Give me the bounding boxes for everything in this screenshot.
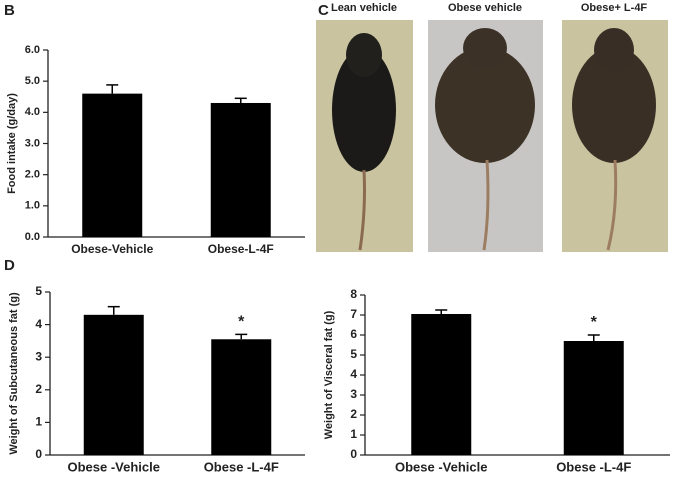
significance-marker: * xyxy=(238,314,245,331)
y-tick-label: 0 xyxy=(350,447,357,461)
bar xyxy=(563,341,624,455)
y-tick-label: 2 xyxy=(350,407,357,421)
x-tick-label: Obese -Vehicle xyxy=(68,459,161,474)
y-tick-label: 7 xyxy=(350,307,357,321)
y-axis-title: Weight of Visceral fat (g) xyxy=(323,310,335,439)
photo-label: Lean vehicle xyxy=(331,2,397,14)
x-tick-label: Obese -Vehicle xyxy=(395,459,488,474)
bar xyxy=(82,93,143,237)
y-tick-label: 5.0 xyxy=(25,75,40,87)
bar xyxy=(411,314,472,455)
significance-marker: * xyxy=(591,314,598,331)
y-tick-label: 1 xyxy=(35,415,42,429)
y-tick-label: 3 xyxy=(350,387,357,401)
photo-label: Obese vehicle xyxy=(448,2,522,14)
y-tick-label: 4 xyxy=(35,317,42,331)
y-tick-label: 0 xyxy=(35,447,42,461)
panel-label: B xyxy=(4,2,15,19)
photo-label: Obese+ L-4F xyxy=(581,2,648,14)
x-tick-label: Obese-L-4F xyxy=(208,242,274,256)
panel-label: D xyxy=(4,257,15,274)
y-tick-label: 4 xyxy=(350,367,357,381)
photo xyxy=(562,20,668,252)
bar xyxy=(210,102,271,237)
y-axis-title: Food intake (g/day) xyxy=(6,93,18,194)
bar xyxy=(83,314,144,455)
y-tick-label: 2.0 xyxy=(25,169,40,181)
y-tick-label: 3.0 xyxy=(25,137,40,149)
y-tick-label: 0.0 xyxy=(25,231,40,243)
y-tick-label: 5 xyxy=(350,347,357,361)
x-tick-label: Obese -L-4F xyxy=(556,459,631,474)
x-tick-label: Obese-Vehicle xyxy=(71,242,153,256)
y-tick-label: 2 xyxy=(35,382,42,396)
panel-label: C xyxy=(318,2,329,19)
y-tick-label: 8 xyxy=(350,287,357,301)
bar xyxy=(211,339,272,455)
y-tick-label: 1.0 xyxy=(25,200,40,212)
y-tick-label: 4.0 xyxy=(25,106,40,118)
x-tick-label: Obese -L-4F xyxy=(204,459,279,474)
photo xyxy=(428,20,543,252)
y-tick-label: 6 xyxy=(350,327,357,341)
y-tick-label: 6.0 xyxy=(25,44,40,56)
y-tick-label: 1 xyxy=(350,427,357,441)
y-axis-title: Weight of Subcutaneous fat (g) xyxy=(8,292,20,455)
y-tick-label: 3 xyxy=(35,349,42,363)
photo xyxy=(316,20,413,252)
y-tick-label: 5 xyxy=(35,284,42,298)
